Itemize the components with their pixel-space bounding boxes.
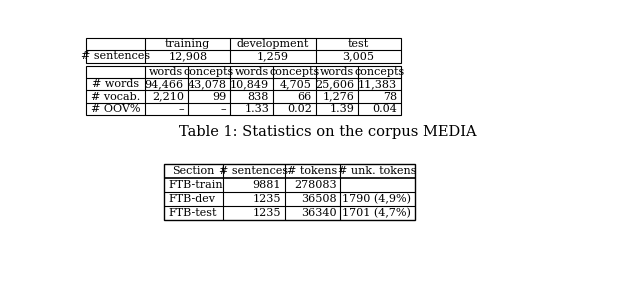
Text: 4,705: 4,705	[280, 79, 312, 89]
Text: 99: 99	[212, 92, 227, 102]
Text: concepts: concepts	[355, 67, 404, 77]
Text: 10,849: 10,849	[230, 79, 269, 89]
Text: –: –	[221, 104, 227, 114]
Text: 838: 838	[248, 92, 269, 102]
Text: 2,210: 2,210	[152, 92, 184, 102]
Text: FTB-test: FTB-test	[168, 208, 217, 218]
Text: Table 1: Statistics on the corpus MEDIA: Table 1: Statistics on the corpus MEDIA	[179, 125, 477, 139]
Text: 94,466: 94,466	[145, 79, 184, 89]
Text: 11,383: 11,383	[358, 79, 397, 89]
Text: 36340: 36340	[301, 208, 337, 218]
Text: FTB-train: FTB-train	[168, 180, 223, 190]
Bar	[164, 164, 415, 220]
Text: 1.39: 1.39	[330, 104, 355, 114]
Text: 12,908: 12,908	[168, 52, 207, 61]
Text: 78: 78	[383, 92, 397, 102]
Text: 0.04: 0.04	[372, 104, 397, 114]
Text: words: words	[320, 67, 354, 77]
Text: # tokens: # tokens	[287, 166, 338, 176]
Text: # unk. tokens: # unk. tokens	[339, 166, 417, 176]
Text: FTB-dev: FTB-dev	[168, 194, 215, 204]
Text: 9881: 9881	[252, 180, 281, 190]
Text: 1790 (4,9%): 1790 (4,9%)	[342, 194, 411, 204]
Text: 36508: 36508	[301, 194, 337, 204]
Text: Section: Section	[172, 166, 214, 176]
Text: # vocab.: # vocab.	[91, 92, 140, 102]
Text: 1,259: 1,259	[257, 52, 289, 61]
Text: training: training	[165, 39, 211, 49]
Text: # OOV%: # OOV%	[91, 104, 140, 114]
Text: 66: 66	[298, 92, 312, 102]
Text: 1,276: 1,276	[323, 92, 355, 102]
Text: 278083: 278083	[294, 180, 337, 190]
Bar	[86, 66, 401, 115]
Text: 1235: 1235	[252, 208, 281, 218]
Text: 0.02: 0.02	[287, 104, 312, 114]
Bar	[86, 38, 401, 63]
Text: # sentences: # sentences	[81, 52, 150, 61]
Text: 43,078: 43,078	[188, 79, 227, 89]
Text: development: development	[237, 39, 309, 49]
Text: 1235: 1235	[252, 194, 281, 204]
Text: concepts: concepts	[269, 67, 319, 77]
Text: 1701 (4,7%): 1701 (4,7%)	[342, 207, 411, 218]
Text: concepts: concepts	[184, 67, 234, 77]
Text: words: words	[149, 67, 184, 77]
Text: test: test	[348, 39, 369, 49]
Text: 25,606: 25,606	[316, 79, 355, 89]
Text: # sentences: # sentences	[219, 166, 288, 176]
Text: –: –	[178, 104, 184, 114]
Text: words: words	[234, 67, 269, 77]
Text: # words: # words	[92, 79, 140, 89]
Text: 1.33: 1.33	[244, 104, 269, 114]
Text: 3,005: 3,005	[342, 52, 374, 61]
